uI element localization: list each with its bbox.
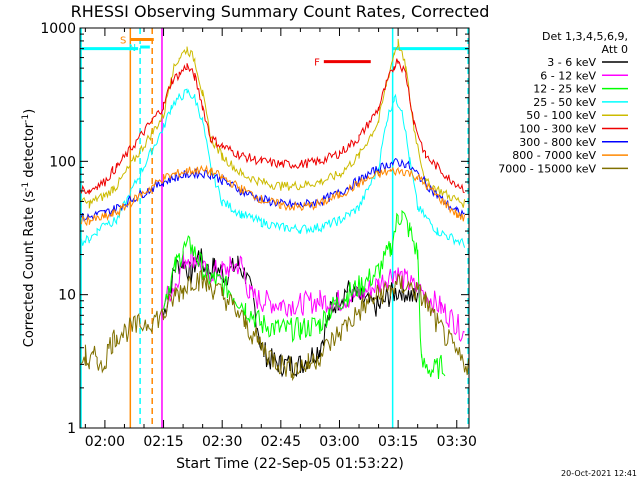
y-tick-label: 1: [67, 421, 76, 437]
legend-entry-label: 300 - 800 keV: [519, 136, 596, 149]
legend-header-line: Att 0: [602, 43, 628, 56]
y-axis-label-exp: -1: [21, 182, 31, 191]
y-axis-label-part: detector: [22, 122, 37, 182]
legend-entry-label: 3 - 6 keV: [547, 56, 596, 69]
legend-entry-label: 100 - 300 keV: [519, 123, 596, 136]
series-line: [163, 245, 465, 342]
legend-entry-label: 800 - 7000 keV: [512, 149, 596, 162]
legend-header-line: Det 1,3,4,5,6,9,: [542, 30, 628, 43]
x-axis-ticks: 02:00 02:15 02:30 02:45 03:00 03:15 03:30: [85, 28, 477, 450]
y-tick-label: 1000: [40, 21, 76, 37]
y-axis-label-part: ): [22, 109, 37, 114]
y-axis-label-exp: -1: [21, 114, 31, 123]
y-tick-label: 10: [58, 288, 76, 304]
legend-entry-label: 12 - 25 keV: [533, 83, 596, 96]
series-line: [80, 157, 465, 222]
legend-entry-label: 50 - 100 keV: [526, 109, 596, 122]
y-axis-label: Corrected Count Rate (s-1 detector-1): [21, 109, 37, 347]
x-tick-label: 03:30: [437, 434, 477, 450]
legend-entry-label: 6 - 12 keV: [540, 69, 596, 82]
chart-title: RHESSI Observing Summary Count Rates, Co…: [71, 2, 490, 21]
x-tick-label: 02:30: [202, 434, 242, 450]
x-tick-label: 02:45: [261, 434, 301, 450]
footer-timestamp: 20-Oct-2021 12:41: [561, 469, 637, 478]
x-tick-label: 03:15: [378, 434, 418, 450]
plot-frame: [79, 27, 470, 429]
series-line: [163, 209, 446, 380]
marker-layer: S F N: [120, 35, 371, 69]
attenuator-marker-label: S: [120, 35, 126, 46]
y-axis-label-part: Corrected Count Rate (s: [22, 191, 37, 348]
series-line: [80, 88, 466, 248]
legend-entry-label: 25 - 50 keV: [533, 96, 596, 109]
y-axis-ticks: 1 10 100 1000: [40, 21, 469, 437]
series-line: [80, 38, 466, 209]
x-tick-label: 03:00: [319, 434, 359, 450]
x-axis-label: Start Time (22-Sep-05 01:53:22): [176, 456, 404, 472]
series-line: [80, 164, 466, 227]
series-line: [80, 58, 465, 195]
x-tick-label: 02:15: [143, 434, 183, 450]
night-marker-label: N: [129, 43, 136, 54]
series-line: [80, 269, 469, 382]
flare-marker-label: F: [314, 58, 320, 69]
series-layer: [80, 38, 469, 382]
legend-entry-label: 7000 - 15000 keV: [498, 162, 596, 175]
y-tick-label: 100: [49, 154, 76, 170]
x-tick-label: 02:00: [85, 434, 125, 450]
